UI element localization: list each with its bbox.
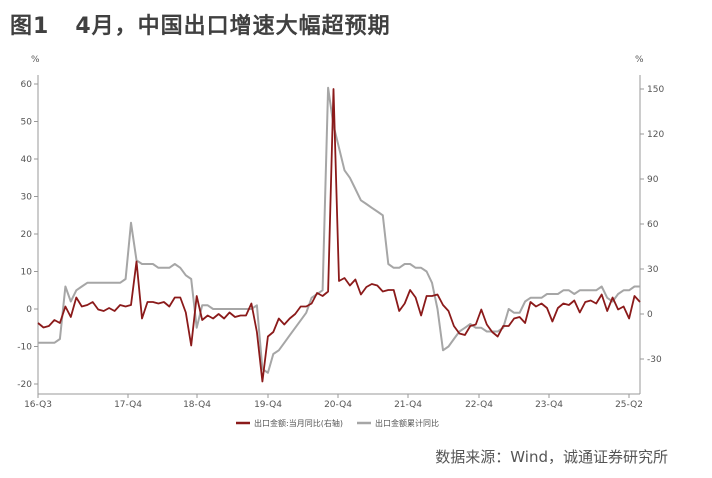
figure-title: 图1 4月，中国出口增速大幅超预期 (10, 8, 391, 40)
left-tick-label: 30 (21, 193, 33, 203)
legend-label: 出口金额累计同比 (375, 418, 439, 428)
x-tick-label: 20-Q4 (324, 400, 352, 410)
right-tick-label: 120 (647, 130, 664, 140)
legend-label: 出口金额:当月同比(右轴) (254, 418, 343, 428)
series-line-cumulative (38, 86, 640, 374)
x-tick-label: 19-Q4 (254, 400, 282, 410)
left-tick-label: 40 (21, 155, 33, 165)
left-tick-label: -20 (17, 380, 32, 390)
x-tick-label: 25-Q2 (615, 400, 643, 410)
left-tick-label: 0 (26, 305, 32, 315)
x-tick-label: 16-Q3 (24, 400, 52, 410)
left-axis-unit: % (31, 55, 40, 65)
right-axis-unit: % (635, 55, 644, 65)
x-tick-label: 18-Q4 (183, 400, 211, 410)
left-tick-label: 10 (21, 268, 33, 278)
figure-number: 图1 (10, 14, 50, 39)
right-tick-label: 90 (647, 175, 659, 185)
left-tick-label: 20 (21, 230, 33, 240)
source-note: 数据来源：Wind，诚通证券研究所 (435, 448, 668, 466)
right-tick-label: 0 (647, 310, 653, 320)
right-tick-label: 30 (647, 265, 659, 275)
left-tick-label: 50 (21, 118, 33, 128)
left-tick-label: -10 (17, 343, 32, 353)
left-tick-label: 60 (21, 80, 33, 90)
figure-title-text: 4月，中国出口增速大幅超预期 (75, 14, 391, 39)
x-tick-label: 17-Q4 (114, 400, 142, 410)
x-tick-label: 23-Q4 (535, 400, 563, 410)
right-tick-label: -30 (647, 355, 662, 365)
series-line-monthly (37, 88, 641, 383)
right-tick-label: 150 (647, 85, 664, 95)
x-tick-label: 22-Q4 (465, 400, 493, 410)
right-tick-label: 60 (647, 220, 659, 230)
x-tick-label: 21-Q4 (394, 400, 422, 410)
